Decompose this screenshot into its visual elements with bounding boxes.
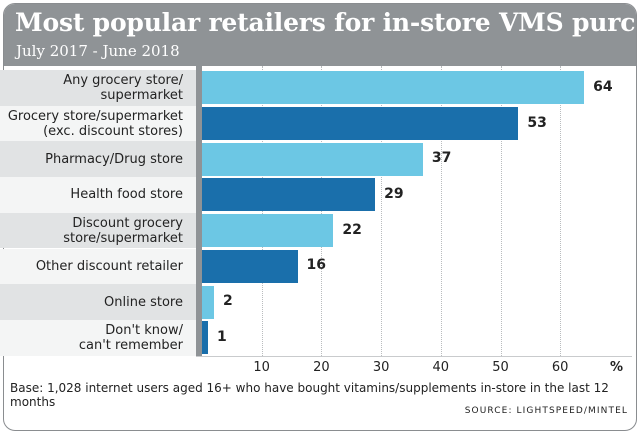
category-label-line: (exc. discount stores) xyxy=(43,123,183,139)
category-band xyxy=(0,70,196,106)
data-label: 64 xyxy=(593,78,613,95)
bar xyxy=(202,142,423,176)
x-tick-label: 10 xyxy=(253,360,270,375)
category-band xyxy=(0,212,196,249)
category-label: Grocery store/supermarket (exc. discount … xyxy=(0,106,183,142)
base-note: Base: 1,028 internet users aged 16+ who … xyxy=(10,381,609,409)
gridline xyxy=(560,66,562,356)
x-tick-label: 30 xyxy=(372,360,390,375)
x-axis-unit: % xyxy=(610,360,624,375)
category-label-line: Health food store xyxy=(70,187,183,203)
category-label-line: Grocery store/supermarket xyxy=(7,108,183,124)
category-label-line: Online store xyxy=(104,294,183,310)
bar xyxy=(202,321,208,355)
source-credit: SOURCE: LIGHTSPEED/MINTEL xyxy=(464,406,628,416)
gridline xyxy=(440,66,442,356)
data-label: 1 xyxy=(216,328,227,345)
data-label: 16 xyxy=(306,257,326,274)
chart-subtitle: July 2017 - June 2018 xyxy=(16,42,180,60)
bar xyxy=(202,178,376,212)
data-label: 37 xyxy=(431,150,452,167)
category-label: Pharmacy/Drug store xyxy=(0,141,183,177)
category-band xyxy=(0,141,196,178)
category-label-line: can't remember xyxy=(78,337,183,353)
gridline xyxy=(500,66,502,356)
x-tick-label: 40 xyxy=(432,360,450,375)
data-label: 29 xyxy=(384,185,404,202)
x-axis xyxy=(196,356,632,379)
x-tick-label: 50 xyxy=(492,360,509,375)
category-label: Don't know/can't remember xyxy=(0,320,183,356)
category-label-line: Other discount retailer xyxy=(35,258,183,274)
bar xyxy=(202,214,334,248)
category-label-line: Discount grocery xyxy=(72,215,183,231)
category-label: Online store xyxy=(0,284,183,320)
category-label-line: Don't know/ xyxy=(105,322,183,338)
data-label: 2 xyxy=(222,293,233,310)
bar xyxy=(202,107,519,141)
bar xyxy=(202,71,585,105)
category-label: Health food store xyxy=(0,177,183,213)
category-label: Other discount retailer xyxy=(0,249,183,285)
category-label-line: Pharmacy/Drug store xyxy=(45,151,183,167)
data-label: 22 xyxy=(342,221,362,238)
chart-title: Most popular retailers for in-store VMS … xyxy=(15,8,636,37)
bar xyxy=(202,249,298,283)
category-band xyxy=(0,248,196,285)
category-band xyxy=(0,319,196,356)
category-label: Discount grocery store/supermarket xyxy=(0,213,183,249)
category-label-line: supermarket xyxy=(100,87,183,103)
bar xyxy=(202,285,214,319)
data-label: 53 xyxy=(527,114,547,131)
chart-header: Most popular retailers for in-store VMS … xyxy=(4,4,636,66)
category-band xyxy=(0,284,196,320)
category-band xyxy=(0,177,196,213)
category-axis xyxy=(196,66,202,356)
category-label: Any grocery store/supermarket xyxy=(0,70,183,106)
category-label-line: store/supermarket xyxy=(63,230,183,246)
x-tick-label: 60 xyxy=(551,360,569,375)
category-label-line: Any grocery store/ xyxy=(63,72,183,88)
x-tick-label: 20 xyxy=(313,360,330,375)
category-band xyxy=(0,105,196,142)
gridline xyxy=(381,66,383,356)
